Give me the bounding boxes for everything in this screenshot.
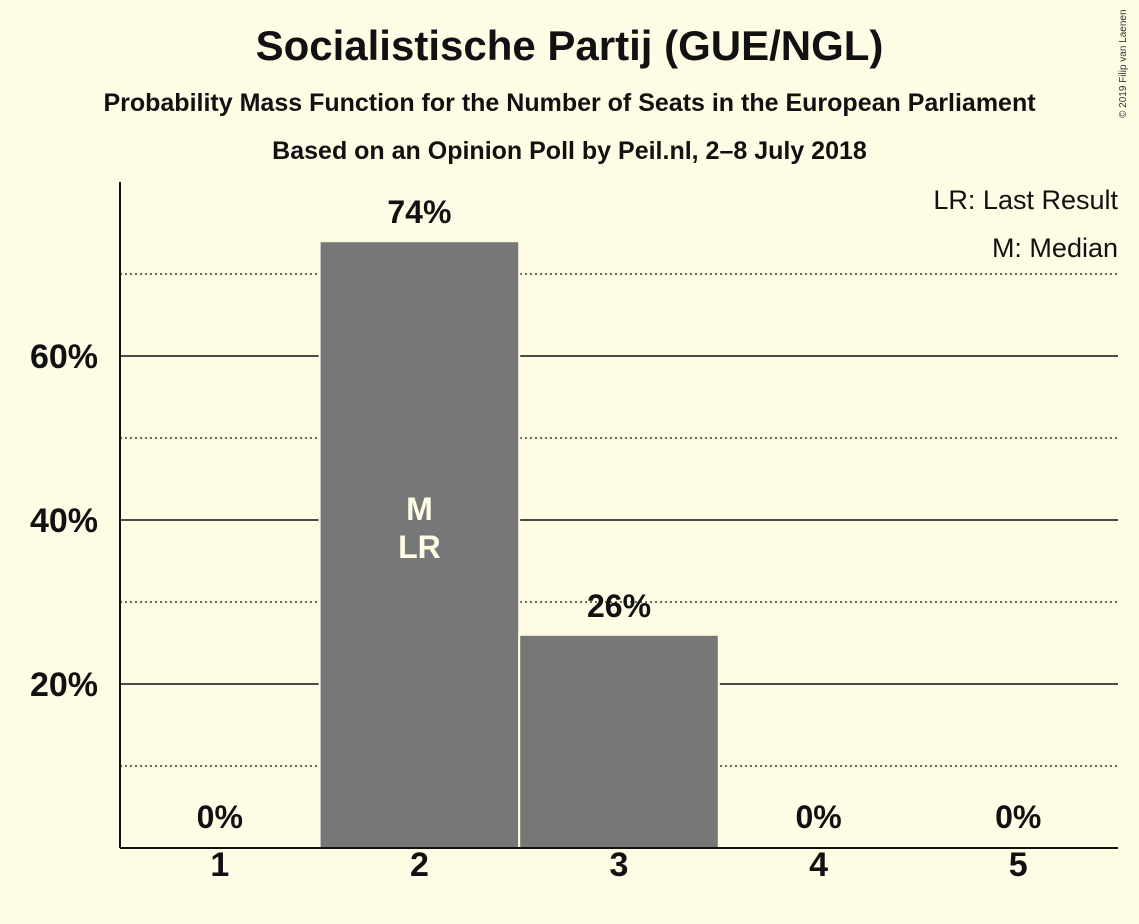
data-label: 0% xyxy=(795,799,841,835)
x-tick-label: 4 xyxy=(809,846,828,884)
chart-title: Socialistische Partij (GUE/NGL) xyxy=(255,22,884,69)
data-label: 0% xyxy=(197,799,243,835)
legend-entry: LR: Last Result xyxy=(933,185,1118,215)
data-label: 0% xyxy=(995,799,1041,835)
x-tick-label: 5 xyxy=(1009,846,1028,884)
y-tick-label: 60% xyxy=(30,338,98,376)
bar-seat-3 xyxy=(518,633,720,849)
bar-marker-m: M xyxy=(406,491,433,527)
x-tick-label: 1 xyxy=(210,846,229,884)
legend-entry: M: Median xyxy=(992,233,1118,263)
bar-seat-2 xyxy=(318,240,521,849)
x-tick-label: 2 xyxy=(410,846,429,884)
chart-subtitle: Probability Mass Function for the Number… xyxy=(103,89,1036,117)
data-label: 74% xyxy=(387,194,451,230)
y-tick-label: 20% xyxy=(30,666,98,704)
chart-source: Based on an Opinion Poll by Peil.nl, 2–8… xyxy=(272,137,867,165)
x-tick-label: 3 xyxy=(610,846,629,884)
y-tick-label: 40% xyxy=(30,502,98,540)
bar-marker-lr: LR xyxy=(398,529,441,565)
data-label: 26% xyxy=(587,588,651,624)
